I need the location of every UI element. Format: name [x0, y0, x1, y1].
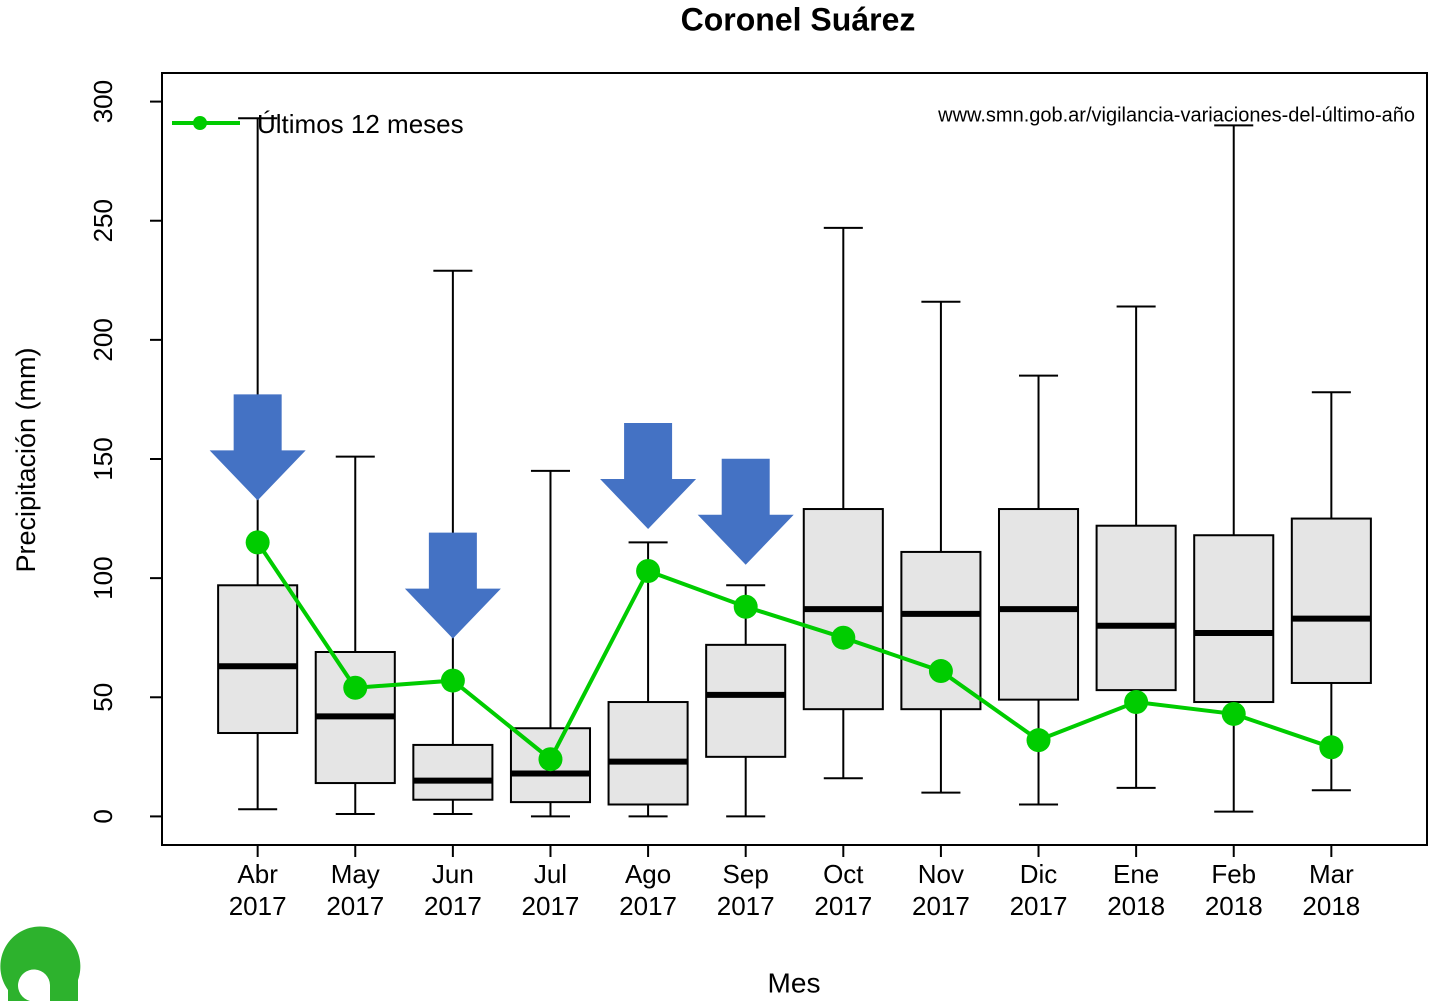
box [217, 584, 299, 735]
x-tick-label: Abr 2017 [228, 859, 287, 921]
x-tick-label: Feb 2018 [1204, 859, 1263, 921]
legend-point [193, 116, 207, 130]
chart-title: Coronel Suárez [681, 1, 916, 37]
x-tick-label: Dic 2017 [1009, 859, 1068, 921]
series-point [538, 747, 563, 772]
series-point [1026, 728, 1051, 753]
y-axis-label: Precipitación (mm) [11, 347, 41, 572]
y-tick-label: 50 [88, 683, 118, 712]
x-tick-label: Oct 2017 [814, 859, 873, 921]
box [1290, 517, 1372, 684]
y-tick-label: 200 [88, 318, 118, 361]
x-axis-label: Mes [768, 967, 821, 998]
series-point [928, 659, 953, 684]
box [705, 643, 787, 758]
series-point [1319, 735, 1344, 760]
box [900, 550, 982, 711]
series-line [255, 541, 1332, 763]
series-point [343, 675, 368, 700]
x-tick-label: Ene 2018 [1107, 859, 1166, 921]
x-tick-label: Jul 2017 [521, 859, 580, 921]
arrow [404, 532, 501, 639]
y-tick-label: 100 [88, 556, 118, 599]
box [1095, 524, 1177, 692]
box [1193, 534, 1275, 704]
series-point [440, 668, 465, 693]
series-point [1221, 701, 1246, 726]
y-tick-label: 250 [88, 199, 118, 242]
arrow [600, 422, 697, 529]
x-tick-label: Jun 2017 [423, 859, 482, 921]
series-point [636, 558, 661, 583]
logo-fragment [0, 926, 81, 1001]
box [412, 743, 494, 801]
arrow [697, 458, 794, 565]
series-point [831, 625, 856, 650]
source: www.smn.gob.ar/vigilancia-variaciones-de… [937, 104, 1415, 126]
y-tick-label: 0 [88, 809, 118, 823]
x-tick-label: May 2017 [326, 859, 385, 921]
x-tick-label: Mar 2018 [1302, 859, 1361, 921]
y-tick-label: 300 [88, 80, 118, 123]
arrow [209, 394, 306, 501]
series-point [733, 594, 758, 619]
x-tick-label: Sep 2017 [716, 859, 775, 921]
x-tick-label: Ago 2017 [619, 859, 677, 921]
legend-label: Últimos 12 meses [257, 109, 464, 139]
y-tick-label: 150 [88, 437, 118, 480]
box [607, 701, 689, 806]
box [997, 508, 1080, 701]
x-tick-label: Nov 2017 [911, 859, 970, 921]
series-point [1124, 690, 1149, 715]
series-point [245, 530, 270, 555]
